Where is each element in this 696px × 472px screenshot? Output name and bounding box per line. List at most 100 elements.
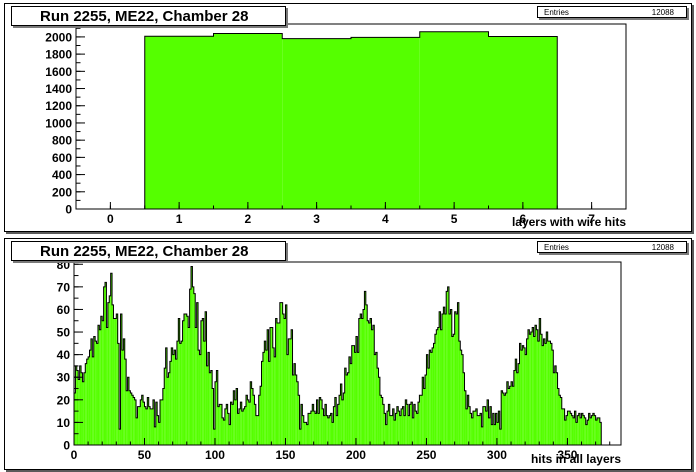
histogram-bar (509, 386, 512, 445)
histogram-bar (419, 31, 489, 209)
histogram-bar (258, 395, 261, 445)
histogram-bar (501, 390, 503, 445)
histogram-bars (144, 31, 558, 210)
histogram-bar (222, 417, 224, 445)
histogram-bar (405, 399, 407, 445)
histogram-bar (179, 343, 182, 445)
histogram-bar (351, 345, 354, 445)
histogram-bar (243, 408, 245, 445)
histogram-bar (360, 313, 362, 445)
histogram-bar (107, 302, 110, 445)
histogram-bar (207, 352, 210, 445)
histogram-bar (320, 399, 323, 445)
histogram-bar (527, 329, 530, 445)
histogram-bar (302, 415, 304, 445)
histogram-bar (248, 402, 251, 445)
histogram-bar (441, 313, 444, 445)
histogram-bar (568, 411, 571, 445)
histogram-bar (546, 332, 548, 445)
stats-entries-value: 12088 (651, 8, 674, 17)
x-tick-label: 1 (176, 212, 183, 226)
panel-title: Run 2255, ME22, Chamber 28 (11, 6, 286, 26)
histogram-bar (575, 422, 578, 445)
histogram-bar (151, 408, 153, 445)
histogram-bar (88, 356, 90, 445)
histogram-bar (382, 404, 385, 445)
histogram-bar (561, 408, 564, 445)
histogram-bar (229, 424, 231, 445)
y-tick-label: 70 (57, 280, 71, 294)
histogram-bar (423, 388, 426, 445)
histogram-bar (378, 377, 380, 445)
histogram-bar (588, 413, 590, 445)
x-tick-label: 200 (346, 448, 366, 462)
histogram-bar (310, 411, 313, 445)
histogram-bar (511, 381, 513, 445)
histogram-panel-hits: Run 2255, ME22, Chamber 28 Entries 12088… (4, 238, 692, 470)
histogram-bar (238, 408, 241, 445)
histogram-bar (358, 318, 361, 445)
histogram-bar (212, 388, 214, 445)
histogram-bar (563, 408, 565, 445)
histogram-bar (157, 415, 159, 445)
y-tick-label: 40 (57, 348, 71, 362)
histogram-bar (127, 377, 129, 445)
histogram-bar (440, 329, 442, 445)
histogram-bar (121, 350, 124, 445)
histogram-bar (434, 334, 437, 445)
y-tick-label: 1800 (45, 48, 72, 62)
histogram-bar (308, 413, 310, 445)
histogram-bar (144, 406, 146, 445)
histogram-bar (303, 422, 306, 445)
histogram-bar (482, 406, 485, 445)
x-tick-label: 0 (71, 448, 78, 462)
hits-histogram-plot: 0 50 100 150 200 250 300 350 0 10 20 30 40 50 60 70 80 hi… (57, 258, 622, 466)
histogram-bar (240, 402, 242, 445)
y-tick-label: 50 (57, 326, 71, 340)
histogram-bar (444, 313, 447, 445)
histogram-bar (591, 415, 593, 445)
histogram-bar (487, 399, 489, 445)
histogram-bar (350, 363, 352, 445)
histogram-bar (488, 417, 490, 445)
histogram-bar (172, 354, 175, 445)
histogram-bar (260, 386, 262, 445)
histogram-bar (544, 343, 547, 445)
histogram-bar (348, 356, 351, 445)
histogram-bar (594, 415, 596, 445)
histogram-outline (144, 31, 558, 209)
histogram-bar (97, 325, 100, 445)
histogram-panel-layers: Run 2255, ME22, Chamber 28 Entries 12088… (4, 3, 692, 232)
histogram-bar (113, 318, 115, 445)
histogram-bar (443, 307, 445, 445)
histogram-bar (268, 361, 270, 445)
y-tick-label: 20 (57, 393, 71, 407)
histogram-bar (385, 424, 387, 445)
histogram-bar (375, 352, 378, 445)
histogram-bar (214, 381, 217, 445)
histogram-bar (76, 370, 79, 445)
histogram-bar (265, 350, 268, 445)
histogram-bar (213, 429, 215, 445)
histogram-bar (195, 327, 197, 445)
histogram-bar (138, 406, 141, 445)
histogram-bar (535, 325, 537, 445)
histogram-bar (494, 424, 496, 445)
histogram-bar (198, 350, 200, 445)
histogram-bar (147, 397, 149, 445)
histogram-bar (236, 388, 238, 445)
histogram-bar (81, 372, 83, 445)
histogram-bar (567, 411, 569, 445)
histogram-bar (355, 336, 358, 445)
histogram-bar (253, 395, 255, 445)
histogram-bar (584, 417, 586, 445)
histogram-bar (285, 304, 287, 445)
histogram-bar (526, 338, 528, 445)
histogram-bar (83, 372, 86, 445)
histogram-bar (454, 311, 457, 445)
y-tick-label: 60 (57, 303, 71, 317)
histogram-bar (331, 422, 334, 445)
histogram-bar (417, 402, 420, 445)
histogram-bar (427, 368, 430, 445)
histogram-bar (133, 397, 135, 445)
